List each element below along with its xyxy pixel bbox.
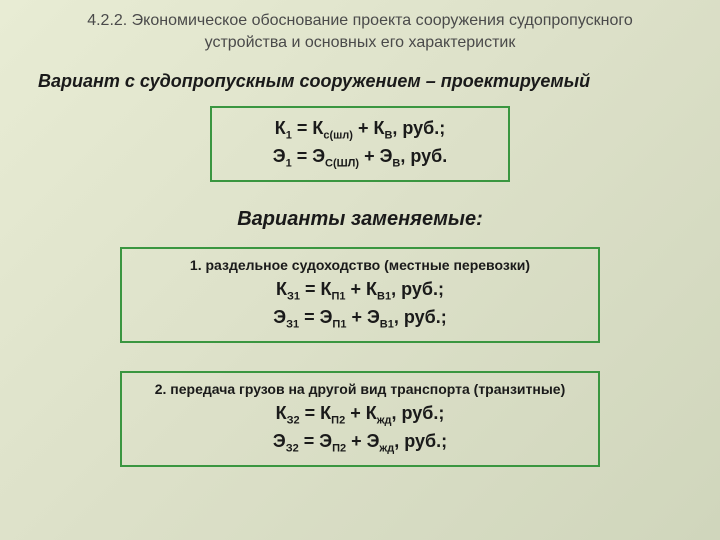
formula-ez1: ЭЗ1 = ЭП1 + ЭВ1, руб.;: [142, 305, 578, 333]
formula-ez2: ЭЗ2 = ЭП2 + Эжд, руб.;: [142, 429, 578, 457]
section-title: 4.2.2. Экономическое обоснование проекта…: [30, 10, 690, 53]
title-line-2: устройства и основных его характеристик: [205, 34, 516, 51]
box3-label: 2. передача грузов на другой вид транспо…: [142, 381, 578, 397]
box2-label: 1. раздельное судоходство (местные перев…: [142, 257, 578, 273]
variant-heading-replaced: Варианты заменяемые:: [30, 208, 690, 231]
formula-k1: К1 = Кс(шл) + КВ, руб.;: [232, 116, 488, 144]
formula-box-1: К1 = Кс(шл) + КВ, руб.; Э1 = ЭС(ШЛ) + ЭВ…: [210, 106, 510, 182]
variant-heading-projected: Вариант с судопропускным сооружением – п…: [30, 71, 690, 92]
formula-box-3: 2. передача грузов на другой вид транспо…: [120, 371, 600, 467]
title-line-1: 4.2.2. Экономическое обоснование проекта…: [87, 12, 633, 29]
formula-box-2: 1. раздельное судоходство (местные перев…: [120, 247, 600, 343]
formula-e1: Э1 = ЭС(ШЛ) + ЭВ, руб.: [232, 144, 488, 172]
formula-kz1: КЗ1 = КП1 + КВ1, руб.;: [142, 277, 578, 305]
formula-kz2: КЗ2 = КП2 + Кжд, руб.;: [142, 401, 578, 429]
